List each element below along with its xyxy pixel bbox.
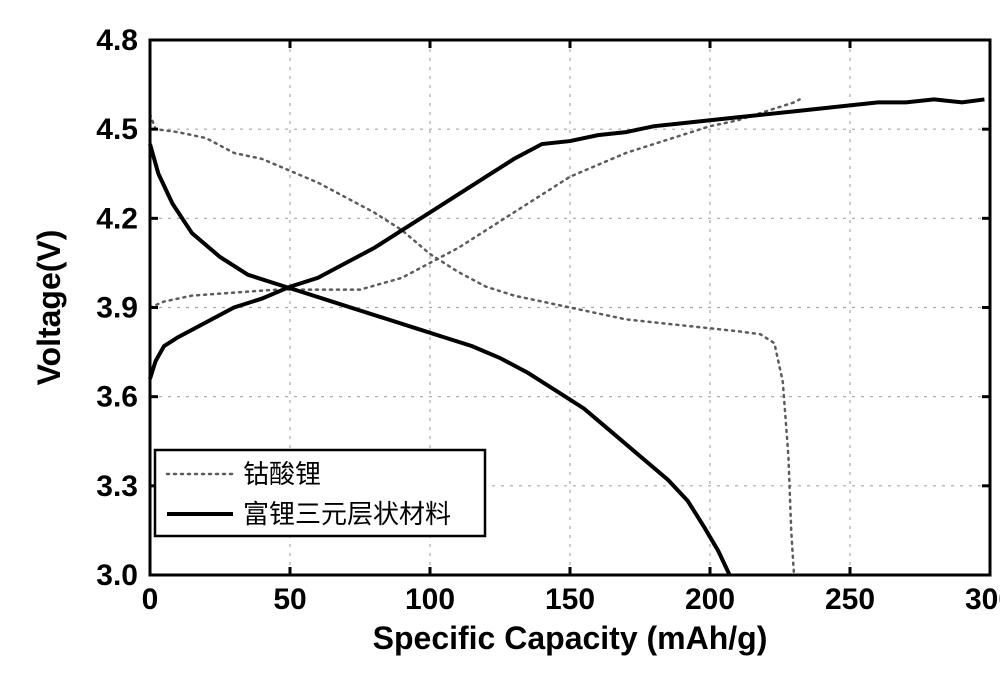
xtick-label: 300 <box>965 583 1000 616</box>
ytick-label: 3.3 <box>96 470 138 503</box>
xtick-label: 100 <box>405 583 455 616</box>
xtick-label: 50 <box>273 583 306 616</box>
xtick-label: 150 <box>545 583 595 616</box>
ytick-label: 3.6 <box>96 381 138 414</box>
xtick-label: 250 <box>825 583 875 616</box>
ytick-label: 4.2 <box>96 202 138 235</box>
xtick-label: 200 <box>685 583 735 616</box>
xtick-label: 0 <box>142 583 159 616</box>
ytick-label: 4.8 <box>96 24 138 57</box>
ytick-label: 3.9 <box>96 292 138 325</box>
ytick-label: 4.5 <box>96 113 138 146</box>
legend-label: 钴酸锂 <box>243 459 321 489</box>
voltage-capacity-chart: 0 50 100 150 200 250 300 3.0 3.3 3.6 3.9 4.2 4.5 4.8 S… <box>20 20 1000 664</box>
ytick-label: 3.0 <box>96 559 138 592</box>
legend-label: 富锂三元层状材料 <box>243 499 451 529</box>
x-axis-label: Specific Capacity (mAh/g) <box>373 620 768 656</box>
y-axis-label: Voltage(V) <box>31 230 67 386</box>
